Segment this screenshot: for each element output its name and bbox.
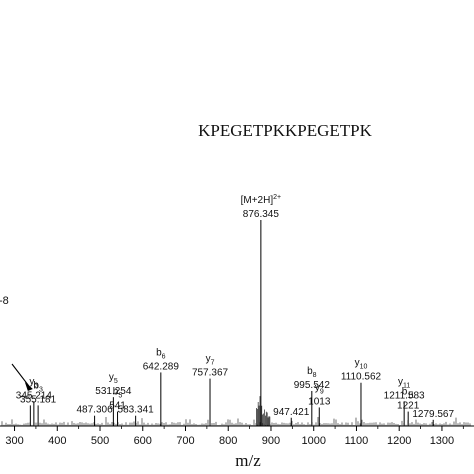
peak-ion-label: y3	[29, 376, 38, 389]
peak-mz-label: 355.181	[20, 394, 57, 405]
peak-mz-label: 1279.567	[412, 409, 454, 420]
peak-mz-label: 1013	[308, 396, 331, 407]
x-tick-label: 400	[48, 435, 66, 447]
peak-mz-label: 541	[109, 401, 126, 412]
x-tick-label: 1300	[430, 435, 454, 447]
peak-mz-label: 531.254	[95, 386, 132, 397]
x-tick-label: 1200	[387, 435, 411, 447]
chart-title: KPEGETPKKPEGETPK	[198, 121, 373, 140]
peak-ion-label: b3	[33, 380, 43, 393]
peak-ion-label: y5	[109, 372, 118, 385]
x-tick-label: 600	[134, 435, 152, 447]
x-tick-label: 900	[262, 435, 280, 447]
peak-ion-label: y9	[315, 382, 324, 395]
peak-mz-label: 757.367	[192, 368, 229, 379]
x-tick-label: 1000	[301, 435, 325, 447]
peak-ion-label: y10	[355, 358, 368, 371]
x-tick-label: 300	[5, 435, 23, 447]
peak-ion-label: b6	[156, 347, 166, 360]
peak-mz-label: 876.345	[243, 209, 280, 220]
peak-mz-label: 1221	[397, 401, 420, 412]
partial-axis-label: -8	[0, 295, 9, 307]
x-axis: 300 400 500 600 700 800 900 1000 1100 1200 1300	[0, 425, 474, 447]
peak-mz-label: 947.421	[273, 407, 310, 418]
annotation-arrow	[11, 363, 30, 387]
peak-mz-label: 995.542	[294, 380, 331, 391]
peak-ion-label: y7	[206, 354, 215, 367]
x-tick-label: 500	[91, 435, 109, 447]
peak-mz-label: 1110.562	[341, 372, 382, 383]
x-tick-label: 800	[219, 435, 237, 447]
peak-ion-label: [M+2H]2+	[241, 194, 282, 206]
baseline-noise	[1, 396, 471, 426]
peak-mz-label: 487.306	[77, 405, 114, 416]
x-axis-label: m/z	[235, 451, 261, 470]
x-tick-label: 700	[176, 435, 194, 447]
peak-mz-label: 583.341	[118, 405, 155, 416]
peak-ion-label: b5	[113, 387, 123, 400]
peak-mz-label: 642.289	[143, 361, 180, 372]
x-tick-label: 1100	[345, 435, 369, 447]
peak-ion-label: b8	[307, 366, 317, 379]
arrow-head-icon	[24, 382, 33, 391]
peak-mz-label: 1211.583	[384, 390, 425, 401]
peak-mz-label: 345.214	[16, 390, 53, 401]
